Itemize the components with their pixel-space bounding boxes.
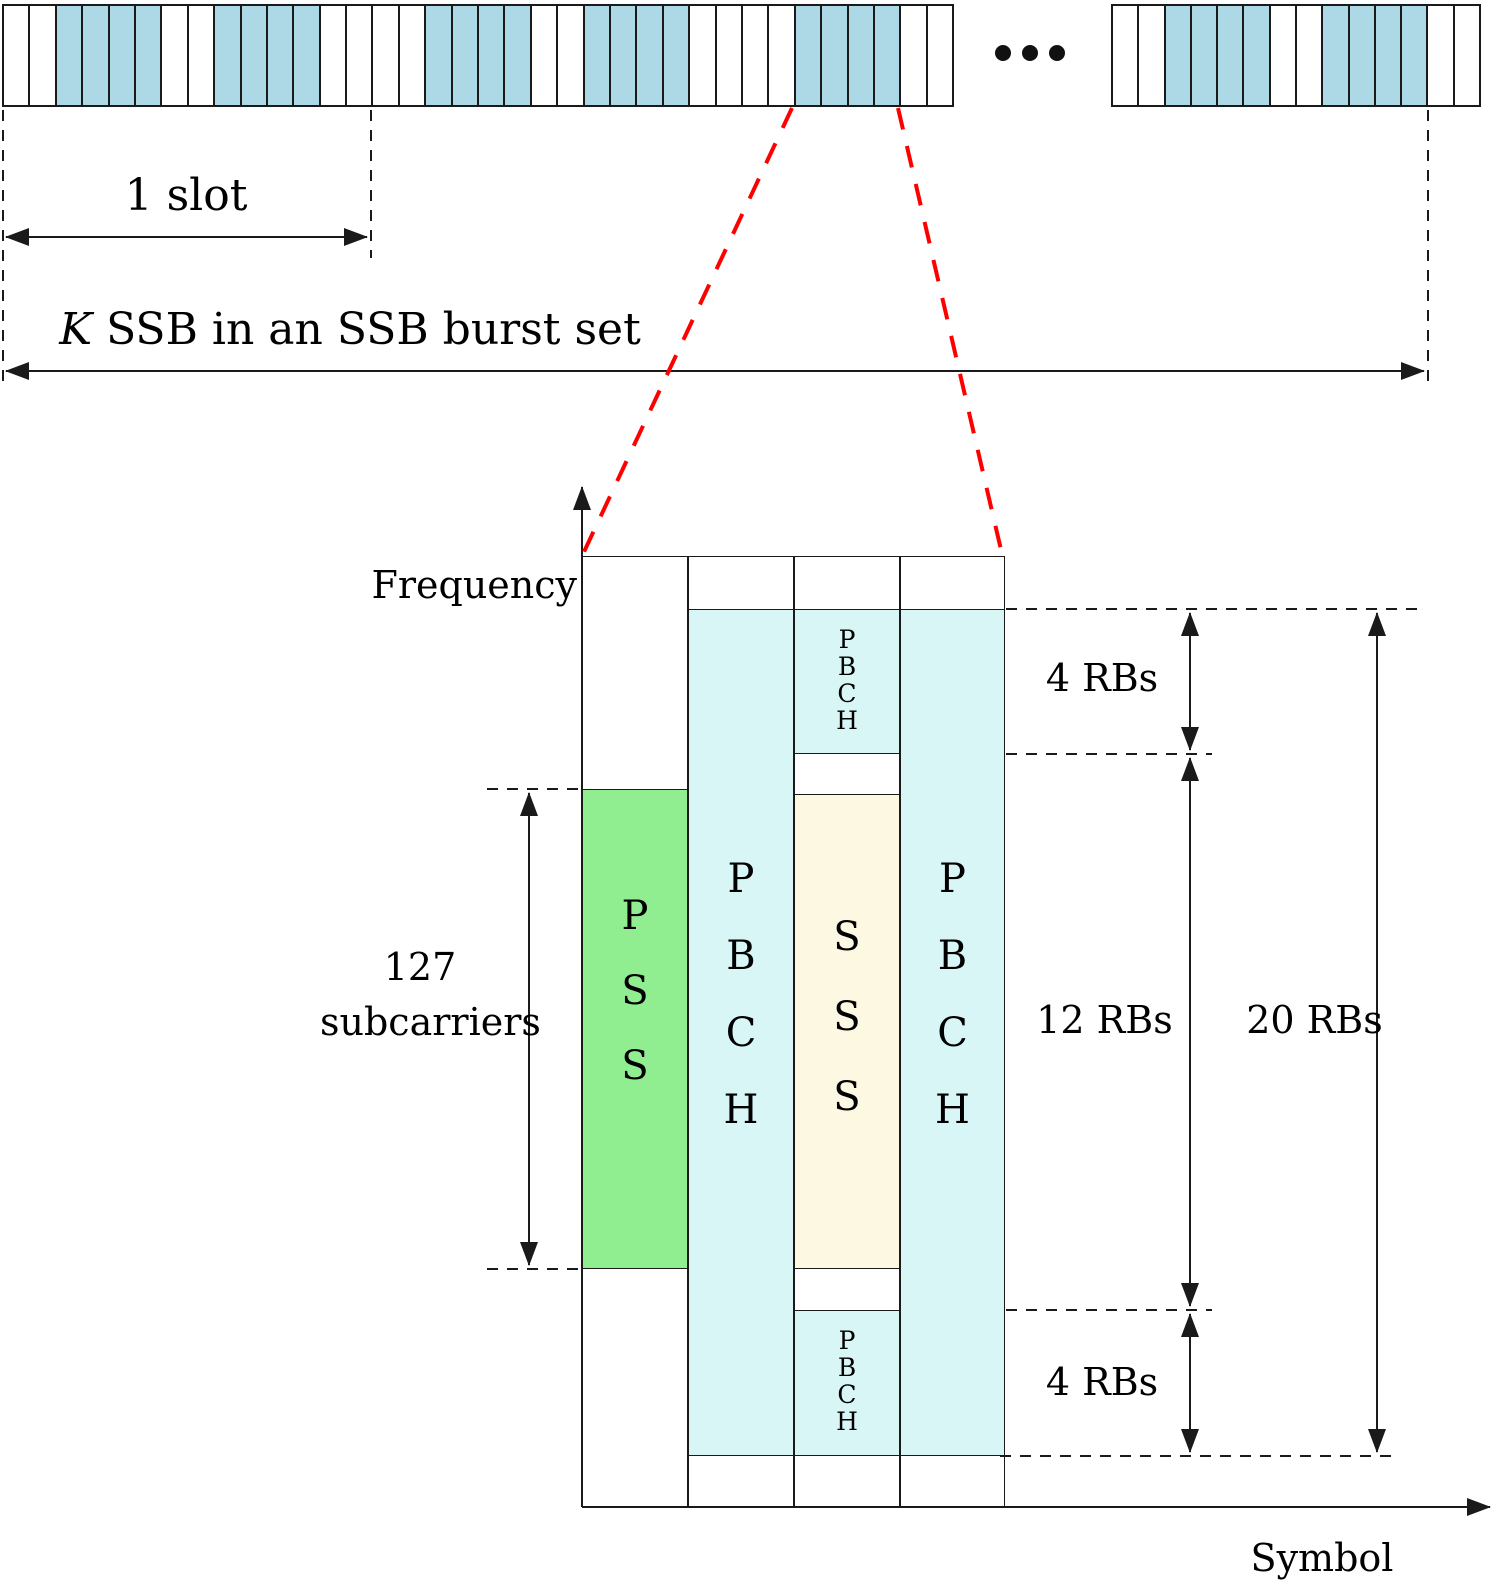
symbol-cell bbox=[30, 6, 57, 105]
ssb-symbol-cell bbox=[874, 6, 902, 105]
ssb-symbol-cell bbox=[505, 6, 532, 105]
ssb-symbol-cell bbox=[1244, 6, 1271, 105]
frequency-axis-label: Frequency bbox=[371, 563, 577, 607]
burst-set-label-rest: SSB in an SSB burst set bbox=[92, 304, 641, 355]
pbch-top-small-block bbox=[794, 609, 900, 754]
sss-block bbox=[794, 794, 900, 1269]
burst-set-label: K SSB in an SSB burst set bbox=[0, 308, 700, 352]
rb-4-bottom-label: 4 RBs bbox=[1045, 1360, 1159, 1404]
rb-12-label: 12 RBs bbox=[1036, 998, 1173, 1042]
symbol-cell bbox=[373, 6, 400, 105]
rb-4-top-label: 4 RBs bbox=[1045, 656, 1159, 700]
symbol-cell bbox=[716, 6, 743, 105]
ssb-symbol-cell bbox=[109, 6, 136, 105]
ssb-symbol-cell bbox=[610, 6, 638, 105]
ellipsis-dot bbox=[1049, 45, 1065, 61]
rb-20-label: 20 RBs bbox=[1246, 998, 1383, 1042]
ssb-symbol-cell bbox=[795, 6, 823, 105]
symbol-cell bbox=[1113, 6, 1140, 105]
zoom-guide-line-right bbox=[896, 107, 1004, 555]
symbol-axis-label: Symbol bbox=[1250, 1536, 1394, 1580]
subcarriers-count-label: 127 bbox=[383, 945, 457, 989]
pbch-bottom-small-block bbox=[794, 1310, 900, 1456]
symbol-cell bbox=[4, 6, 31, 105]
symbol-cell bbox=[1454, 6, 1479, 105]
ssb-symbol-cell bbox=[637, 6, 664, 105]
symbol-cell bbox=[558, 6, 585, 105]
symbol-cell bbox=[1296, 6, 1324, 105]
symbol-cell bbox=[162, 6, 189, 105]
symbol-cell bbox=[399, 6, 427, 105]
ellipsis-dots bbox=[995, 45, 1065, 61]
ssb-symbol-cell bbox=[1402, 6, 1429, 105]
subcarriers-word-label: subcarriers bbox=[320, 1000, 541, 1044]
ssb-symbol-cell bbox=[1218, 6, 1245, 105]
ssb-symbol-cell bbox=[1375, 6, 1403, 105]
ssb-symbol-cell bbox=[479, 6, 506, 105]
symbol-cell bbox=[347, 6, 374, 105]
symbol-cell bbox=[1270, 6, 1297, 105]
symbol-cell bbox=[901, 6, 928, 105]
ssb-symbol-cell bbox=[426, 6, 453, 105]
ellipsis-dot bbox=[995, 45, 1011, 61]
symbol-cell bbox=[742, 6, 770, 105]
slot-duration-label: 1 slot bbox=[124, 170, 248, 221]
ssb-symbol-cell bbox=[1191, 6, 1219, 105]
symbol-cell bbox=[531, 6, 559, 105]
pbch-left-block bbox=[688, 609, 794, 1456]
symbol-cell bbox=[1139, 6, 1166, 105]
symbol-cell bbox=[320, 6, 348, 105]
ssb-symbol-cell bbox=[452, 6, 480, 105]
ssb-symbol-cell bbox=[1323, 6, 1350, 105]
symbol-cell bbox=[1428, 6, 1455, 105]
ofdm-symbol-bar-right bbox=[1111, 4, 1481, 107]
ssb-symbol-cell bbox=[1165, 6, 1192, 105]
ssb-symbol-cell bbox=[848, 6, 875, 105]
ssb-symbol-cell bbox=[215, 6, 242, 105]
ssb-symbol-cell bbox=[584, 6, 611, 105]
symbol-cell bbox=[188, 6, 216, 105]
symbol-cell bbox=[927, 6, 953, 105]
ssb-symbol-cell bbox=[294, 6, 321, 105]
ofdm-symbol-bar-left bbox=[2, 4, 954, 107]
ssb-symbol-cell bbox=[56, 6, 84, 105]
ssb-symbol-cell bbox=[822, 6, 849, 105]
pbch-right-block bbox=[900, 609, 1005, 1456]
symbol-cell bbox=[690, 6, 717, 105]
ssb-symbol-cell bbox=[135, 6, 163, 105]
ssb-symbol-cell bbox=[83, 6, 110, 105]
ssb-symbol-cell bbox=[1349, 6, 1376, 105]
symbol-cell bbox=[769, 6, 796, 105]
ellipsis-dot bbox=[1022, 45, 1038, 61]
ssb-symbol-cell bbox=[663, 6, 691, 105]
ssb-symbol-cell bbox=[241, 6, 268, 105]
ssb-symbol-cell bbox=[267, 6, 295, 105]
burst-set-label-k: K bbox=[59, 304, 93, 355]
